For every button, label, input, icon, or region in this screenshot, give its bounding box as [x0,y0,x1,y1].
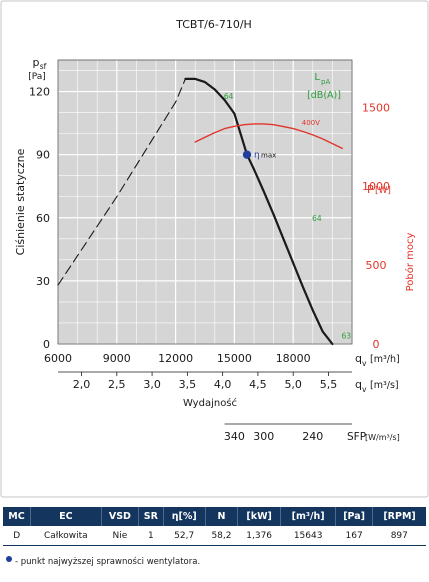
lpa-subscript: pA [321,78,330,86]
x-primary-unit: [m³/h] [370,354,400,365]
x-primary-symbol: q [355,352,362,365]
x-primary-tick-label: 15000 [217,352,252,365]
footnote-text: - punkt najwyższej sprawności wentylator… [15,557,201,567]
cell-rpm: 897 [372,526,426,546]
y-left-title: Ciśnienie statyczne [14,148,27,255]
x-secondary-tick-label: 2,0 [73,378,91,391]
best-efficiency-point [242,150,252,159]
x-primary-tick-label: 9000 [103,352,131,365]
bullet-dot-icon [6,556,12,562]
x-secondary-tick-label: 4,5 [249,378,267,391]
eta-subscript: max [261,152,276,160]
cell-mc: D [3,526,31,546]
cell-vsd: Nie [101,526,139,546]
x-secondary-symbol: q [355,378,362,391]
y-left-tick-label: 0 [43,338,50,351]
x-axis-title: Wydajność [183,397,237,409]
plot-border [57,59,353,345]
th-ec: EC [30,507,102,526]
table-row: D Całkowita Nie 1 52,7 58,2 1,376 15643 … [3,526,426,546]
x-secondary-unit: [m³/s] [370,380,399,391]
th-efficiency: η[%] [163,507,206,526]
y-left-subscript: sf [40,62,47,71]
cell-ec: Całkowita [30,526,102,546]
x-secondary-tick-label: 3,5 [179,378,197,391]
y-left-tick-label: 120 [29,86,50,99]
th-vsd: VSD [101,507,140,526]
x-secondary-subscript: v [362,385,367,394]
th-mc: MC [3,507,31,526]
y-right-tick-label: 1500 [362,101,390,114]
th-kw: [kW] [237,507,282,526]
y-left-tick-label: 90 [36,149,50,162]
y-right-tick-label: 1000 [362,180,390,193]
x-primary-tick-label: 18000 [276,352,311,365]
plot-background [58,60,352,344]
cell-kw: 1,376 [237,526,281,546]
x-secondary-tick-label: 3,0 [143,378,161,391]
x-secondary-tick-label: 5,5 [320,378,338,391]
x-primary-tick-label: 12000 [158,352,193,365]
sfp-label: SFP [347,431,366,443]
footnote: - punkt najwyższej sprawności wentylator… [6,556,201,567]
cell-sr: 1 [138,526,164,546]
series-line-2 [194,123,343,150]
th-n: N [205,507,239,526]
th-airflow: [m³/h] [280,507,337,526]
th-rpm: [RPM] [372,507,426,526]
sound-level-mark: 63 [342,332,352,341]
sfp-tick-label: 340 [224,430,245,443]
cell-n: 58,2 [205,526,238,546]
sfp-tick-label: 240 [302,430,323,443]
eta-symbol: η [254,151,260,161]
y-left-tick-label: 30 [36,275,50,288]
x-primary-subscript: v [362,359,367,368]
y-left-unit: [Pa] [28,72,46,82]
y-left-tick-label: 60 [36,212,50,225]
chart-title: TCBT/6-710/H [175,18,252,31]
cell-pressure: 167 [335,526,373,546]
x-secondary-tick-label: 5,0 [284,378,302,391]
y-right-unit: [W] [375,186,391,196]
series-line-1 [184,77,334,346]
x-secondary-tick-label: 2,5 [108,378,126,391]
y-right-tick-label: 500 [366,259,387,272]
sound-level-mark: 64 [224,92,234,101]
sound-level-mark: 64 [312,214,322,223]
cell-efficiency: 52,7 [163,526,206,546]
y-left-symbol: p [33,56,40,69]
spec-table-header: MC EC VSD SR η[%] N [kW] [m³/h] [Pa] [RP… [3,507,426,526]
sfp-unit: [W/m³/s] [365,433,400,442]
lpa-unit: [dB(A)] [307,90,341,101]
x-primary-tick-label: 6000 [44,352,72,365]
y-right-tick-label: 0 [373,338,380,351]
spec-table: MC EC VSD SR η[%] N [kW] [m³/h] [Pa] [RP… [3,507,426,546]
lpa-symbol: L [314,72,320,83]
y-right-symbol: P [367,183,374,196]
th-pressure: [Pa] [335,507,374,526]
y-right-title: Pobór mocy [404,233,416,292]
power-series-label: 400V [302,119,320,127]
cell-airflow: 15643 [280,526,336,546]
series-line-0 [57,78,186,286]
th-sr: SR [138,507,164,526]
sfp-tick-label: 300 [253,430,274,443]
x-secondary-tick-label: 4,0 [214,378,232,391]
